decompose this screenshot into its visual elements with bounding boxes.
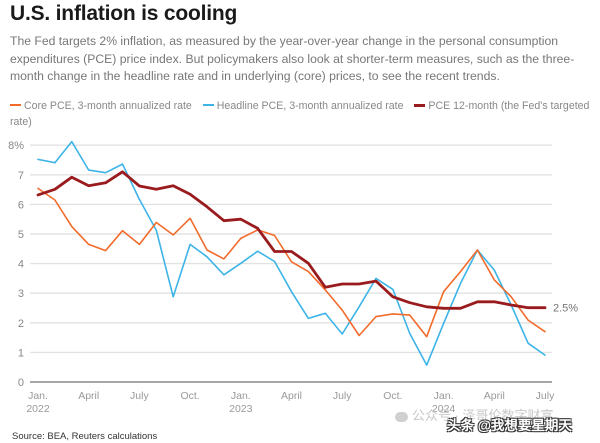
pce-12month-line (36, 170, 547, 310)
core-pce-line (37, 187, 546, 338)
legend-label-headline: Headline PCE, 3-month annualized rate (216, 100, 404, 112)
watermark-toutiao: 头条 @我想要星期天 (447, 418, 572, 433)
x-tick-label: Oct. (383, 390, 402, 402)
y-tick-label: 1 (18, 347, 24, 359)
legend-label-core: Core PCE, 3-month annualized rate (24, 100, 192, 112)
x-tick-year-label: 2022 (26, 403, 50, 415)
annotations: 2.5% (553, 303, 578, 315)
chart-title: U.S. inflation is cooling (10, 2, 238, 25)
legend-label-12month: PCE 12-month (the Fed's targeted rate) (10, 100, 590, 128)
x-tick-label: April (78, 390, 99, 402)
y-tick-label: 4 (18, 259, 24, 271)
y-tick-label: 8% (8, 140, 24, 152)
legend: Core PCE, 3-month annualized rate Headli… (10, 98, 600, 130)
y-tick-label: 7 (18, 170, 24, 182)
legend-swatch-core (10, 104, 21, 107)
y-tick-label: 3 (18, 288, 24, 300)
x-tick-label: July (333, 390, 352, 402)
x-tick-label: Jan. (231, 390, 251, 402)
y-tick-label: 5 (18, 229, 24, 241)
legend-item-headline: Headline PCE, 3-month annualized rate (202, 100, 404, 112)
y-tick-label: 2 (18, 318, 24, 330)
x-tick-label: April (281, 390, 302, 402)
x-tick-label: April (484, 390, 505, 402)
legend-item-12month: PCE 12-month (the Fed's targeted rate) (10, 100, 589, 128)
source-note: Source: BEA, Reuters calculations (12, 431, 158, 442)
watermark-wechat: 公众号 · 泽哥伦数字财富 (395, 405, 554, 424)
gridlines (30, 144, 552, 383)
x-tick-label: Oct. (180, 390, 199, 402)
watermark-wechat-text: 公众号 · 泽哥伦数字财富 (412, 408, 554, 423)
legend-item-core: Core PCE, 3-month annualized rate (10, 100, 192, 112)
legend-swatch-12month (414, 103, 426, 107)
series-lines (36, 140, 547, 366)
legend-swatch-headline (202, 104, 214, 107)
x-tick-label: July (536, 390, 555, 402)
chart-subtitle: The Fed targets 2% inflation, as measure… (10, 34, 575, 83)
x-tick-year-label: 2024 (432, 403, 456, 415)
y-tick-label: 0 (18, 377, 24, 389)
x-tick-label: July (130, 390, 149, 402)
y-axis-ticks: 0 1 2 3 4 5 6 7 8% (8, 140, 24, 389)
wechat-icon (395, 411, 408, 422)
x-tick-year-label: 2023 (229, 403, 253, 415)
x-tick-label: Jan. (28, 390, 48, 402)
end-value-label: 2.5% (553, 303, 578, 315)
headline-pce-line (37, 140, 546, 366)
x-tick-label: Jan. (434, 390, 454, 402)
y-tick-label: 6 (18, 199, 24, 211)
